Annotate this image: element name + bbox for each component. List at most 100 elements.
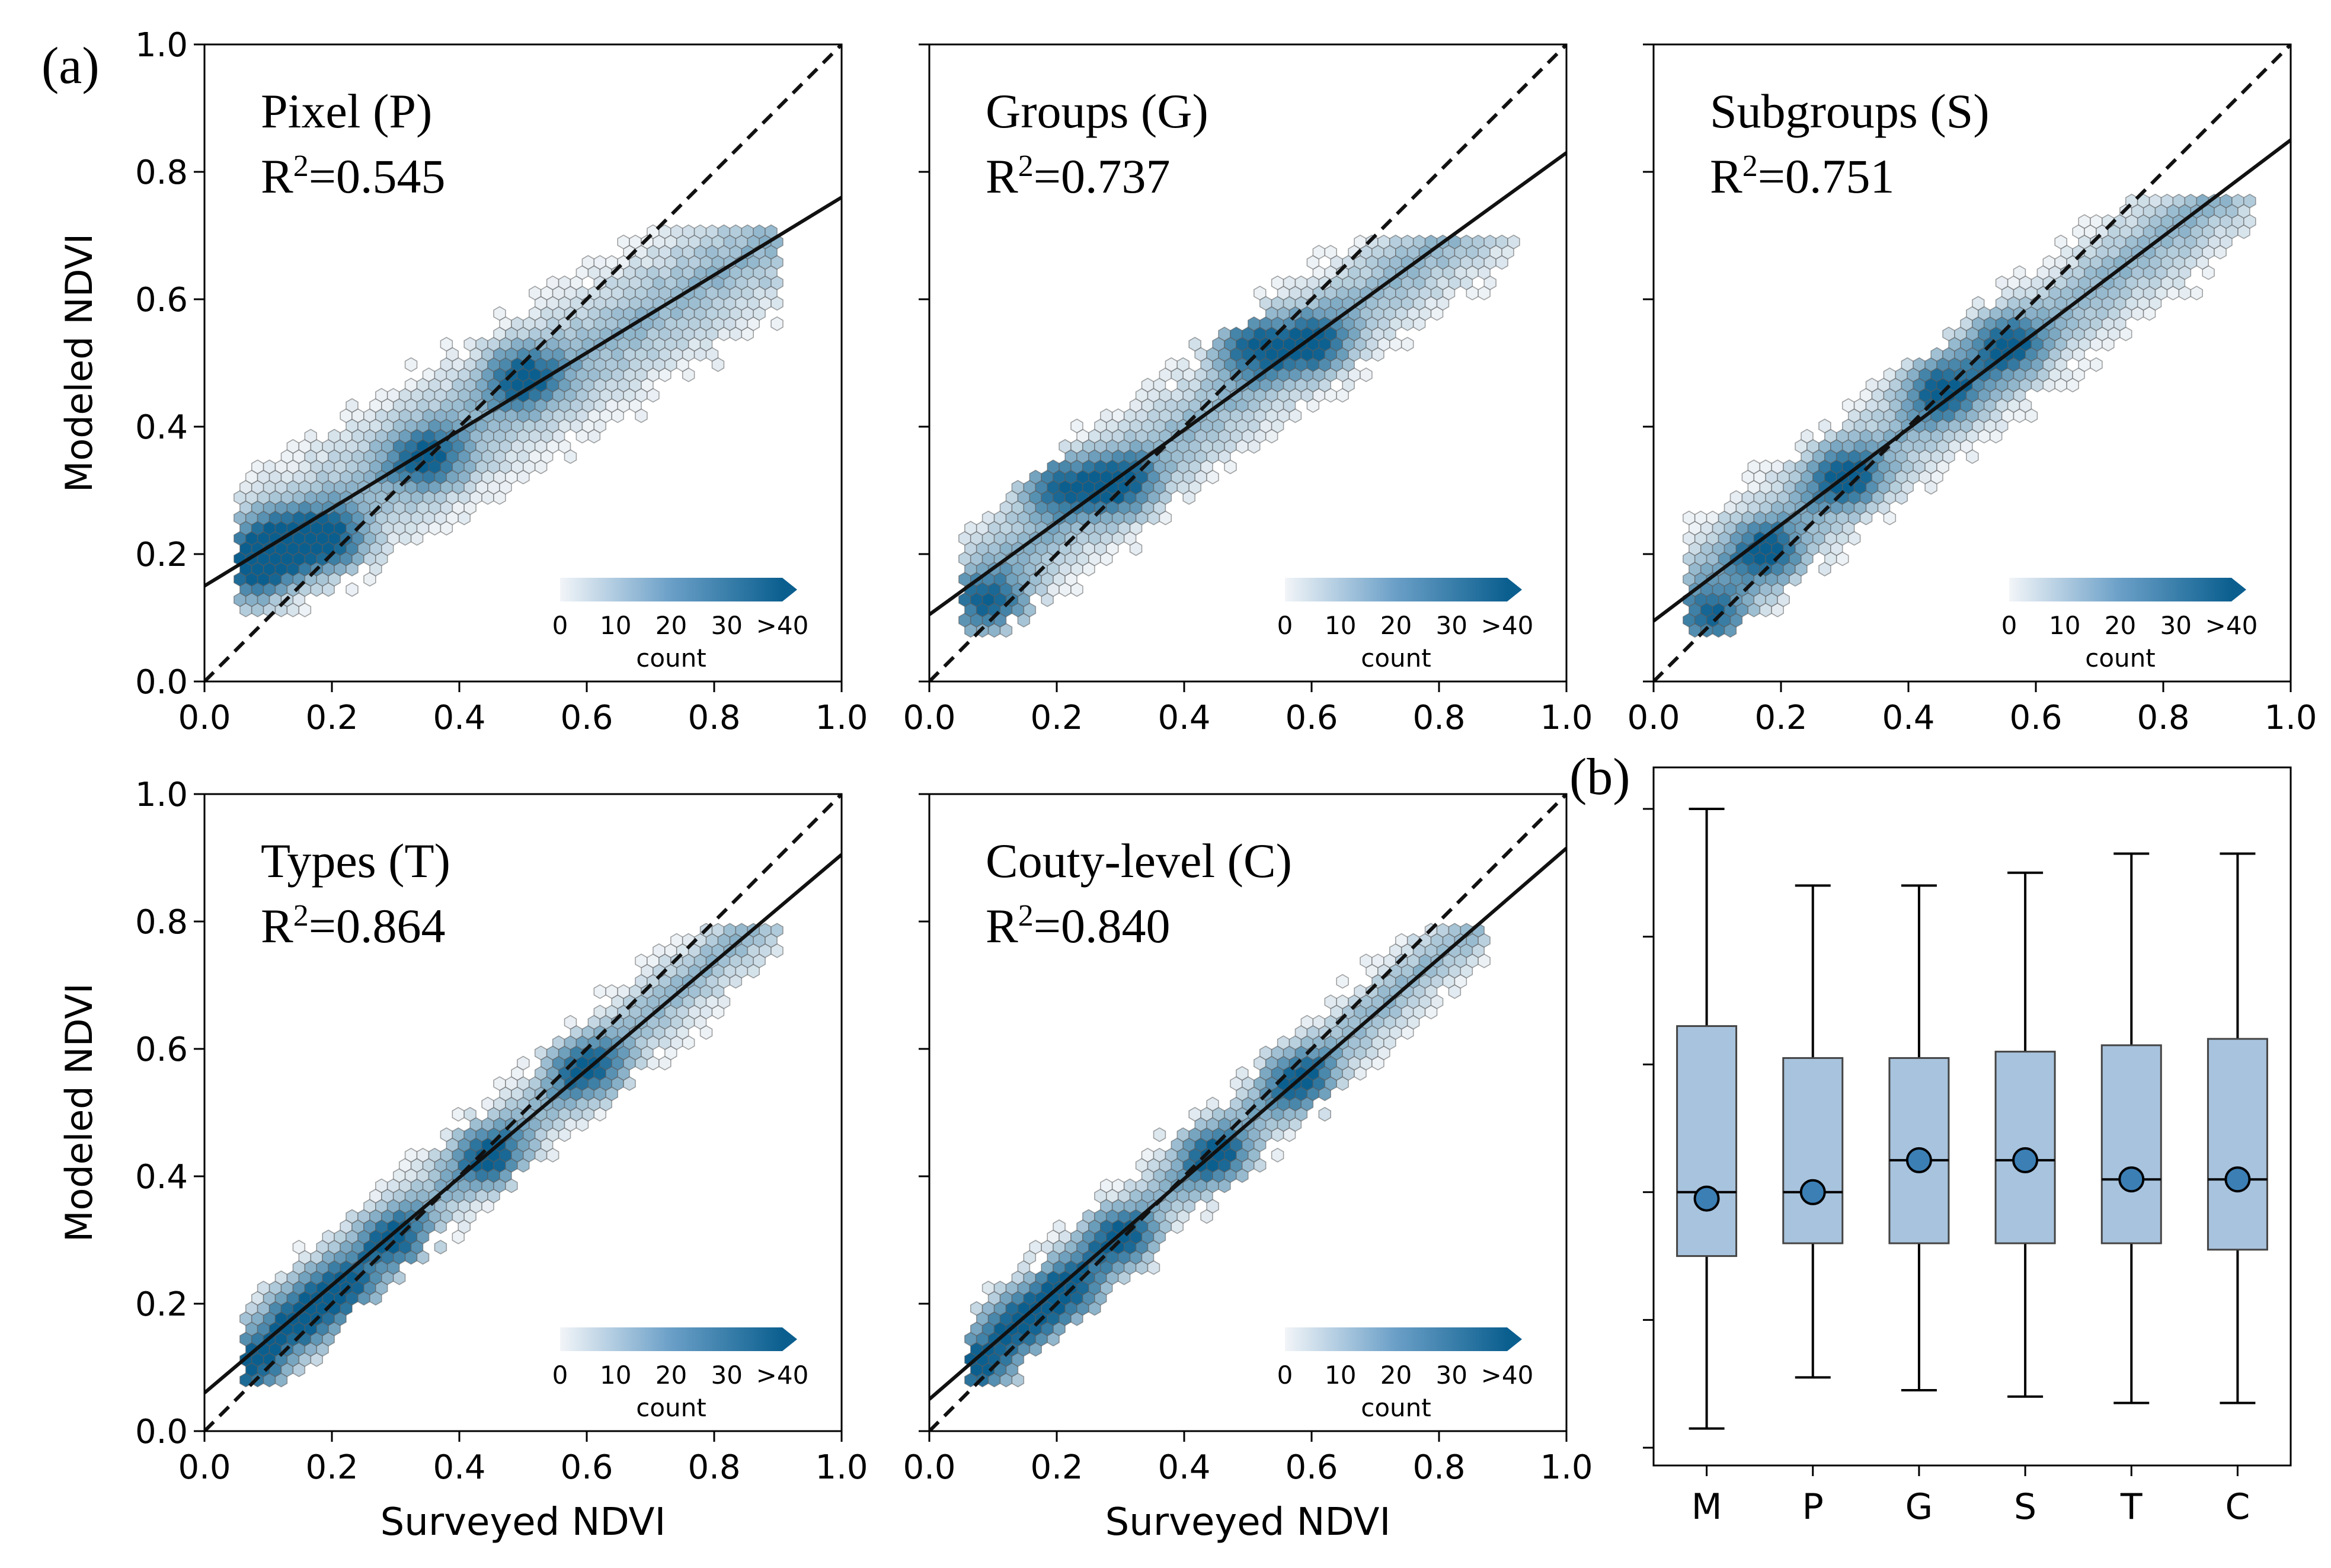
box-C	[2207, 852, 2268, 1404]
hexbin-cell	[770, 923, 784, 938]
hexbin-cell	[1901, 357, 1914, 372]
hexbin-cell	[440, 337, 453, 352]
r-squared-value: =0.545	[309, 149, 446, 203]
hexbin-cell	[1324, 245, 1337, 260]
regression-line-G	[929, 151, 1566, 616]
hexbin-cell	[1371, 953, 1384, 968]
iqr-box	[1782, 1057, 1844, 1244]
colorbar-extend-arrow	[1507, 1327, 1522, 1351]
r-squared-label: R2=0.545	[261, 149, 445, 204]
panel-title: Groups (G)	[986, 84, 1208, 138]
hexbin-cell	[1818, 418, 1831, 434]
hexbin-cell	[1254, 286, 1267, 300]
iqr-box	[2207, 1038, 2268, 1251]
hexbin-cell	[386, 388, 400, 403]
hexbin-cell	[328, 428, 341, 444]
colorbar-extend-arrow	[2231, 578, 2246, 601]
hexbin-cell	[981, 1281, 995, 1295]
hexbin-cell	[251, 459, 264, 475]
r-squared-symbol: R	[261, 149, 293, 203]
hexbin-cell	[1483, 234, 1497, 249]
hexbin-cell	[434, 1240, 447, 1255]
colorbar-tick-label: >40	[756, 611, 809, 640]
y-tick-label: 0.0	[135, 1413, 188, 1451]
colorbar-G	[1285, 578, 1507, 601]
hexbin-cell	[1123, 1178, 1137, 1193]
colorbar-tick-label: 10	[1325, 611, 1356, 640]
hexbin-cell	[1694, 510, 1708, 526]
hexbin-cell	[422, 367, 436, 382]
hexbin-cell	[1188, 337, 1201, 352]
category-label: S	[2014, 1486, 2036, 1528]
mean-marker	[2224, 1166, 2251, 1193]
hexbin-cell	[534, 1045, 548, 1061]
hexbin-cell	[1082, 1209, 1095, 1224]
iqr-box	[2100, 1044, 2162, 1244]
regression-line-T	[204, 853, 842, 1394]
hexbin-cell	[404, 1147, 418, 1163]
box-T	[2100, 852, 2162, 1404]
x-tick-label: 0.6	[560, 699, 613, 737]
x-tick-label: 0.4	[1882, 699, 1934, 737]
hexbin-cell	[1436, 923, 1450, 938]
r-squared-label: R2=0.737	[986, 149, 1170, 204]
hexbin-cell	[1972, 296, 1985, 311]
hexbin-cell	[1495, 234, 1508, 249]
hexbin-cell	[416, 1147, 430, 1163]
hexbin-cell	[1165, 357, 1178, 372]
hexbin-cell	[452, 1106, 465, 1122]
mean-marker	[1799, 1179, 1826, 1205]
hexbin-cell	[605, 984, 618, 999]
hexbin-cell	[1141, 1147, 1155, 1163]
hexbin-cell	[1111, 1178, 1125, 1193]
one-to-one-line-S	[1654, 44, 2291, 681]
panel-P: 0.0 0.2 0.4 0.6 0.8 1.0 0.0 0.2 0.4 0.6 0.8 1.0 Mode…	[57, 26, 868, 737]
hexbin-cell	[1913, 357, 1926, 372]
colorbar-extend-arrow	[782, 578, 797, 601]
hexbin-cell	[2231, 193, 2244, 209]
hexbin-cell	[1354, 984, 1367, 999]
y-tick-label: 0.8	[135, 903, 188, 942]
colorbar-extend-arrow	[782, 1327, 797, 1351]
hexbin-cell	[1377, 234, 1390, 249]
hexbin-cell	[2172, 193, 2186, 209]
hexbin-cell	[404, 377, 418, 393]
hexbin-cell	[593, 984, 607, 999]
hexbin-cell	[511, 316, 524, 331]
hexbin-cell	[1100, 1178, 1113, 1193]
colorbar-label: count	[1361, 644, 1431, 673]
x-tick-label: 1.0	[815, 699, 868, 737]
hexbin-cell	[1507, 234, 1520, 249]
hexbin-cell	[629, 234, 642, 249]
hexbin-cell	[564, 1015, 577, 1030]
hexbin-cell	[546, 275, 559, 290]
hexbin-cell	[428, 1147, 442, 1163]
x-tick-label: 0.2	[305, 699, 358, 737]
hexbin-cell	[970, 1301, 983, 1316]
iqr-box	[1676, 1025, 1738, 1257]
panel-S: 0.0 0.2 0.4 0.6 0.8 1.0 Subgroups (S) R2=0.751 0…	[1627, 43, 2317, 737]
colorbar-label: count	[636, 644, 706, 673]
category-label: M	[1692, 1486, 1722, 1528]
hexbin-cell	[1294, 275, 1308, 290]
hexbin-cell	[1206, 1096, 1219, 1112]
y-tick-label: 0.4	[135, 1158, 188, 1196]
hexbin-cell	[263, 459, 276, 475]
hexbin-cell	[1100, 408, 1113, 423]
boxplot-frame	[1652, 766, 2292, 1467]
hexbin-cell	[593, 1004, 607, 1020]
colorbar-tick-label: 0	[1277, 1361, 1293, 1390]
panel-title: Subgroups (S)	[1710, 84, 1990, 138]
y-tick-label: 0.2	[135, 536, 188, 574]
mean-marker	[1905, 1147, 1932, 1173]
hexbin-cell	[693, 224, 707, 239]
hexbin-cell	[593, 255, 607, 270]
hexbin-cell	[753, 224, 766, 239]
hexbin-cell	[1300, 1015, 1314, 1030]
hexbin-cell	[1047, 459, 1060, 475]
hexbin-cell	[1995, 275, 2009, 290]
panel-title: Pixel (P)	[261, 84, 432, 138]
hexbin-cell	[964, 520, 977, 536]
hexbin-cell	[1070, 418, 1083, 434]
